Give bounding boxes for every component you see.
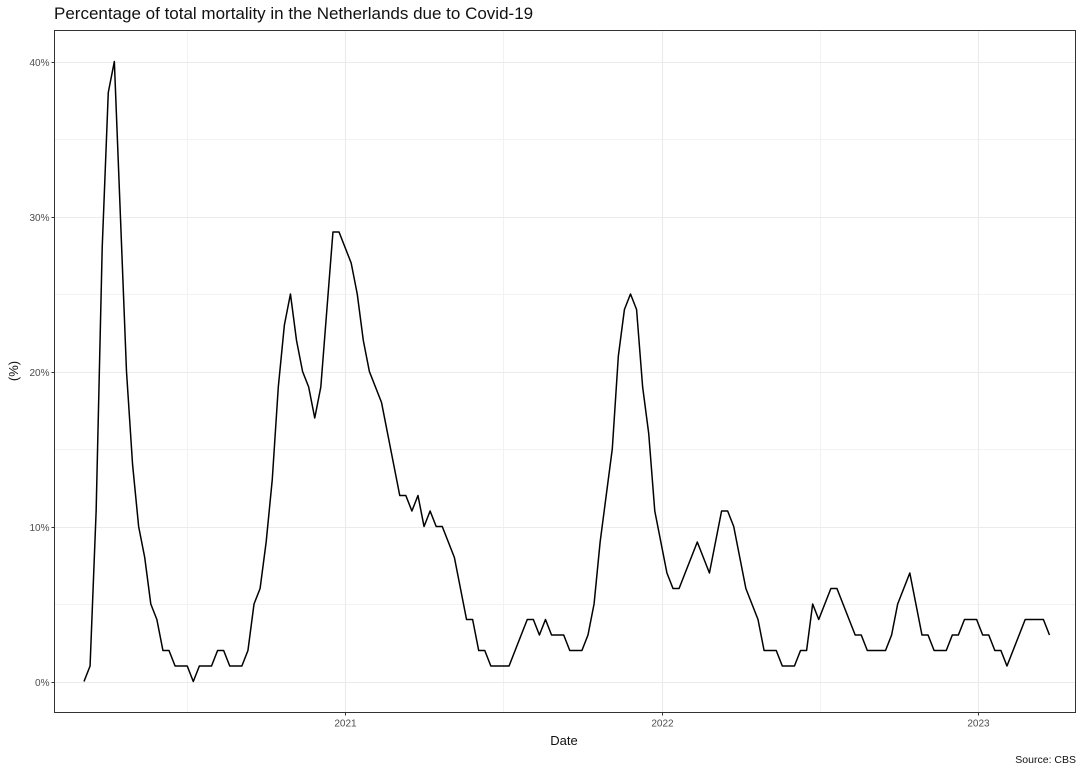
plot-panel-border <box>54 30 1076 713</box>
source-caption: Source: CBS <box>1015 754 1076 766</box>
series-layer <box>83 60 1051 683</box>
y-tick-label: 40% <box>29 58 49 69</box>
x-axis: 2021 2022 2023 <box>334 712 990 730</box>
x-tick-label: 2021 <box>334 719 357 730</box>
mortality-series-line <box>83 60 1051 683</box>
y-tick-label: 0% <box>35 678 50 689</box>
y-axis: 0% 10% 20% 30% 40% <box>29 58 55 689</box>
minor-gridlines <box>54 30 1076 713</box>
y-tick-label: 30% <box>29 213 49 224</box>
x-tick-label: 2023 <box>967 719 990 730</box>
y-tick-label: 10% <box>29 523 49 534</box>
chart-title: Percentage of total mortality in the Net… <box>54 4 533 23</box>
y-axis-title: (%) <box>6 361 21 381</box>
y-tick-label: 20% <box>29 368 49 379</box>
x-tick-label: 2022 <box>651 719 674 730</box>
major-gridlines <box>54 30 1076 713</box>
x-axis-title: Date <box>550 733 577 748</box>
